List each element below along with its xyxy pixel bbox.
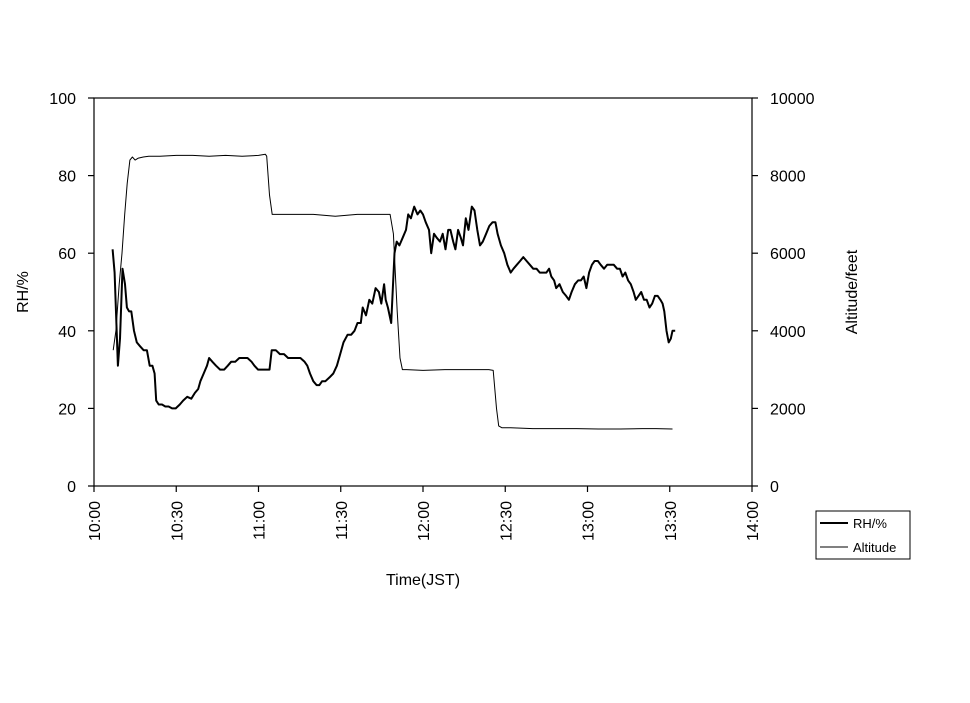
right-tick-label: 6000 <box>770 246 806 263</box>
x-tick-label: 10:30 <box>169 501 186 541</box>
x-tick-label: 10:00 <box>87 501 104 541</box>
x-tick-label: 13:30 <box>663 501 680 541</box>
legend-label-rh: RH/% <box>853 516 887 531</box>
right-tick-label: 0 <box>770 479 779 496</box>
x-tick-label: 11:00 <box>252 501 269 540</box>
left-axis-ticks: 0 20 40 60 80 100 <box>49 91 94 496</box>
x-tick-label: 11:30 <box>334 501 351 540</box>
right-axis-title: Altitude/feet <box>844 249 861 334</box>
left-tick-label: 60 <box>58 246 76 263</box>
right-tick-label: 8000 <box>770 169 806 186</box>
series-layer <box>111 153 676 430</box>
left-tick-label: 0 <box>67 479 76 496</box>
left-tick-label: 100 <box>49 91 76 108</box>
plot-area <box>93 97 753 487</box>
right-tick-label: 4000 <box>770 324 806 341</box>
series-line-rh <box>111 205 676 410</box>
right-tick-label: 10000 <box>770 91 815 108</box>
left-tick-label: 20 <box>58 401 76 418</box>
x-axis-title: Time(JST) <box>386 572 460 589</box>
x-tick-label: 12:00 <box>416 501 433 541</box>
x-axis-ticks: 10:00 10:30 11:00 11:30 12:00 12:30 13:00 13:30… <box>87 486 762 541</box>
legend: RH/% Altitude <box>815 510 911 560</box>
x-tick-label: 13:00 <box>581 501 598 541</box>
left-tick-label: 40 <box>58 324 76 341</box>
series-line-altitude <box>112 153 673 430</box>
left-tick-label: 80 <box>58 169 76 186</box>
x-tick-label: 14:00 <box>745 501 762 541</box>
right-axis-ticks: 0 2000 4000 6000 8000 10000 <box>752 91 815 496</box>
legend-box <box>815 510 911 560</box>
left-axis-title: RH/% <box>15 271 32 313</box>
x-tick-label: 12:30 <box>498 501 515 541</box>
right-tick-label: 2000 <box>770 401 806 418</box>
legend-label-altitude: Altitude <box>853 540 896 555</box>
